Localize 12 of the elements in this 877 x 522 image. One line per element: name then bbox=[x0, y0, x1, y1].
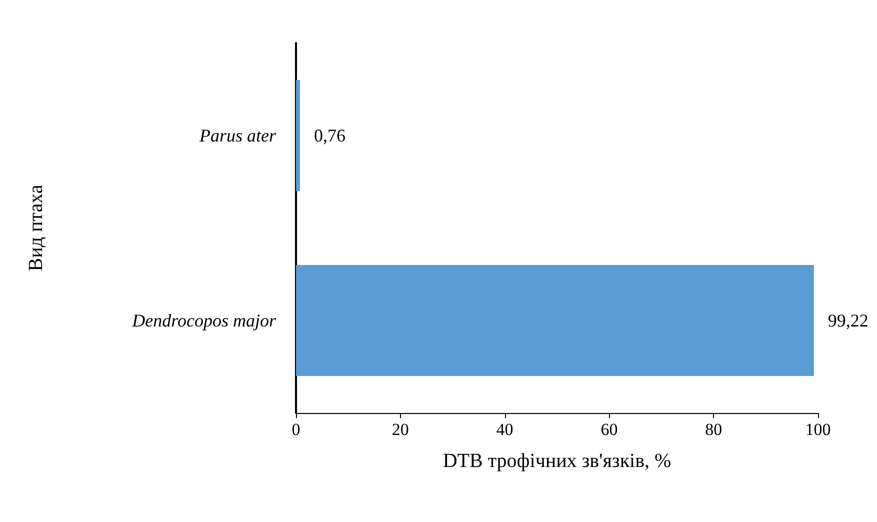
x-tick-label: 80 bbox=[705, 420, 722, 439]
x-tick-label: 60 bbox=[600, 420, 618, 439]
x-tick-label: 100 bbox=[805, 420, 831, 439]
x-axis-title: DTB трофічних зв'язків, % bbox=[442, 450, 672, 472]
x-tick-label: 40 bbox=[496, 420, 514, 439]
y-tick-label: Dendrocopos major bbox=[131, 310, 277, 330]
x-tick-label: 20 bbox=[392, 420, 409, 439]
y-tick-label: Parus ater bbox=[198, 126, 277, 146]
data-label: 0,76 bbox=[314, 126, 346, 146]
data-label: 99,22 bbox=[828, 310, 868, 330]
y-axis-title: Вид птаха bbox=[25, 184, 47, 272]
x-tick-label: 0 bbox=[292, 420, 300, 439]
